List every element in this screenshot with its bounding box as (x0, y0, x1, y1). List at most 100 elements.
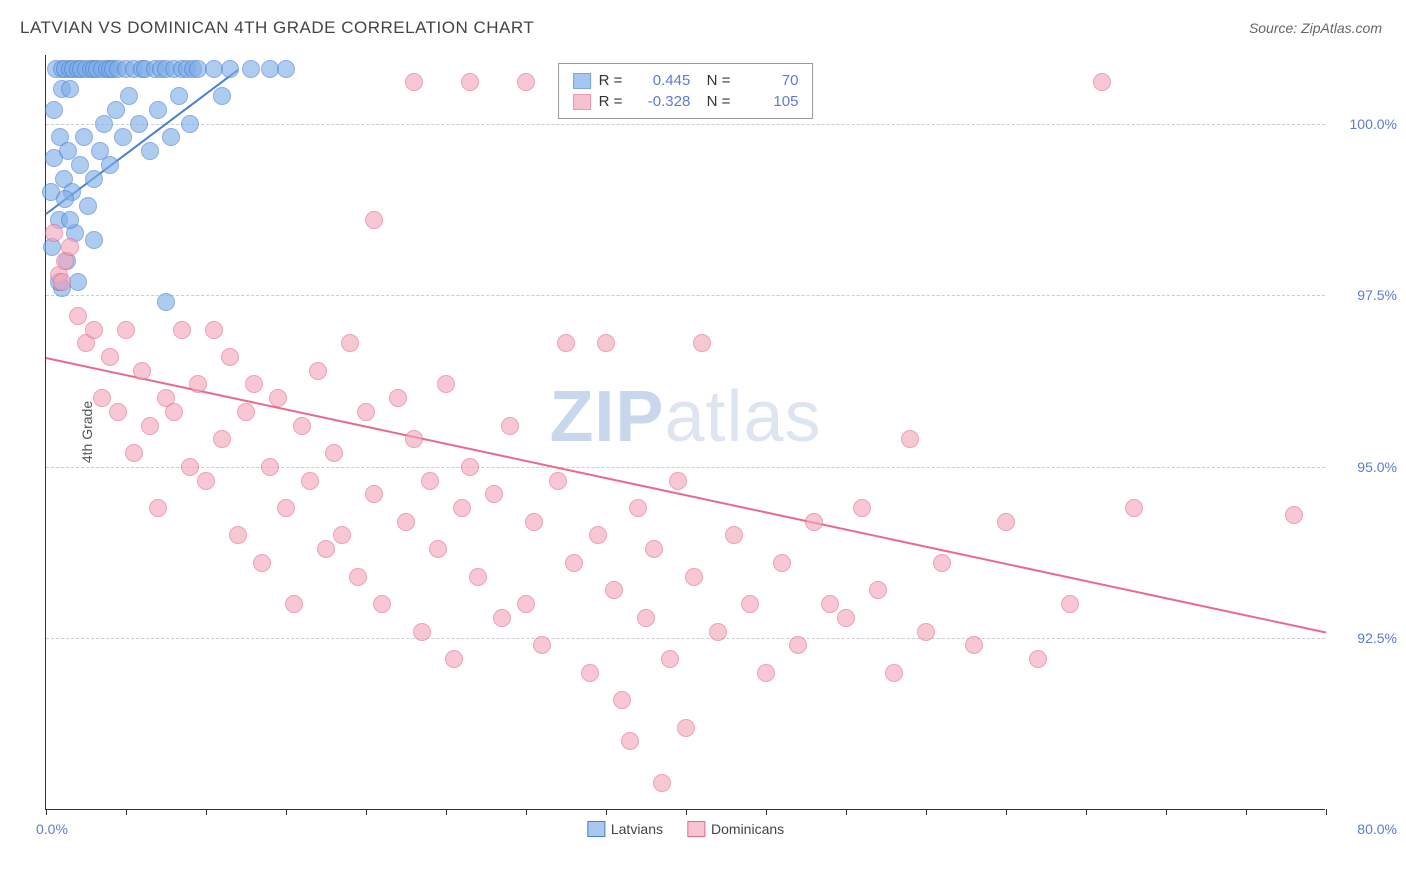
data-point (221, 348, 239, 366)
data-point (101, 348, 119, 366)
data-point (213, 430, 231, 448)
data-point (309, 362, 327, 380)
data-point (493, 609, 511, 627)
data-point (181, 115, 199, 133)
x-tick-mark (1086, 809, 1087, 815)
legend-swatch (687, 821, 705, 837)
data-point (93, 389, 111, 407)
x-tick-mark (766, 809, 767, 815)
data-point (1093, 73, 1111, 91)
data-point (165, 403, 183, 421)
legend-label: Latvians (611, 821, 663, 837)
y-tick-label: 97.5% (1357, 287, 1397, 303)
data-point (221, 60, 239, 78)
stat-n-value: 105 (738, 93, 798, 110)
trend-line (46, 357, 1326, 634)
data-point (397, 513, 415, 531)
data-point (621, 732, 639, 750)
chart-plot-area: 4th Grade ZIPatlas R =0.445 N =70R =-0.3… (45, 55, 1325, 810)
stat-r-value: -0.328 (630, 93, 690, 110)
legend-item: Dominicans (687, 821, 784, 837)
data-point (693, 334, 711, 352)
data-point (95, 115, 113, 133)
gridline (46, 467, 1325, 468)
data-point (237, 403, 255, 421)
data-point (405, 73, 423, 91)
data-point (365, 485, 383, 503)
data-point (333, 526, 351, 544)
data-point (461, 458, 479, 476)
data-point (549, 472, 567, 490)
data-point (181, 458, 199, 476)
legend-swatch (587, 821, 605, 837)
data-point (357, 403, 375, 421)
data-point (85, 321, 103, 339)
x-tick-mark (526, 809, 527, 815)
x-tick-mark (446, 809, 447, 815)
data-point (437, 375, 455, 393)
data-point (669, 472, 687, 490)
x-tick-mark (206, 809, 207, 815)
data-point (277, 499, 295, 517)
data-point (141, 417, 159, 435)
data-point (725, 526, 743, 544)
data-point (269, 389, 287, 407)
data-point (453, 499, 471, 517)
x-axis-max-label: 80.0% (1357, 821, 1397, 837)
x-tick-mark (686, 809, 687, 815)
y-axis-label: 4th Grade (79, 401, 95, 463)
x-tick-mark (1166, 809, 1167, 815)
gridline (46, 638, 1325, 639)
data-point (429, 540, 447, 558)
x-tick-mark (1326, 809, 1327, 815)
data-point (45, 224, 63, 242)
x-tick-mark (926, 809, 927, 815)
y-tick-label: 92.5% (1357, 630, 1397, 646)
data-point (581, 664, 599, 682)
data-point (901, 430, 919, 448)
data-point (645, 540, 663, 558)
x-tick-mark (126, 809, 127, 815)
data-point (149, 499, 167, 517)
data-point (170, 87, 188, 105)
y-tick-label: 100.0% (1350, 116, 1397, 132)
data-point (61, 238, 79, 256)
data-point (1125, 499, 1143, 517)
data-point (117, 321, 135, 339)
data-point (85, 170, 103, 188)
data-point (677, 719, 695, 737)
series-swatch (573, 94, 591, 110)
data-point (293, 417, 311, 435)
data-point (205, 321, 223, 339)
legend: Latvians Dominicans (587, 821, 784, 837)
data-point (709, 623, 727, 641)
data-point (917, 623, 935, 641)
data-point (597, 334, 615, 352)
x-tick-mark (846, 809, 847, 815)
legend-item: Latvians (587, 821, 663, 837)
data-point (53, 273, 71, 291)
data-point (501, 417, 519, 435)
data-point (261, 458, 279, 476)
data-point (853, 499, 871, 517)
data-point (253, 554, 271, 572)
data-point (133, 362, 151, 380)
data-point (389, 389, 407, 407)
data-point (869, 581, 887, 599)
data-point (277, 60, 295, 78)
data-point (525, 513, 543, 531)
data-point (805, 513, 823, 531)
data-point (653, 774, 671, 792)
data-point (773, 554, 791, 572)
stat-r-label: R = (599, 93, 623, 110)
data-point (661, 650, 679, 668)
watermark: ZIPatlas (549, 376, 821, 458)
data-point (69, 273, 87, 291)
data-point (56, 190, 74, 208)
data-point (120, 87, 138, 105)
data-point (45, 101, 63, 119)
x-tick-mark (606, 809, 607, 815)
data-point (557, 334, 575, 352)
x-tick-mark (286, 809, 287, 815)
x-tick-mark (366, 809, 367, 815)
